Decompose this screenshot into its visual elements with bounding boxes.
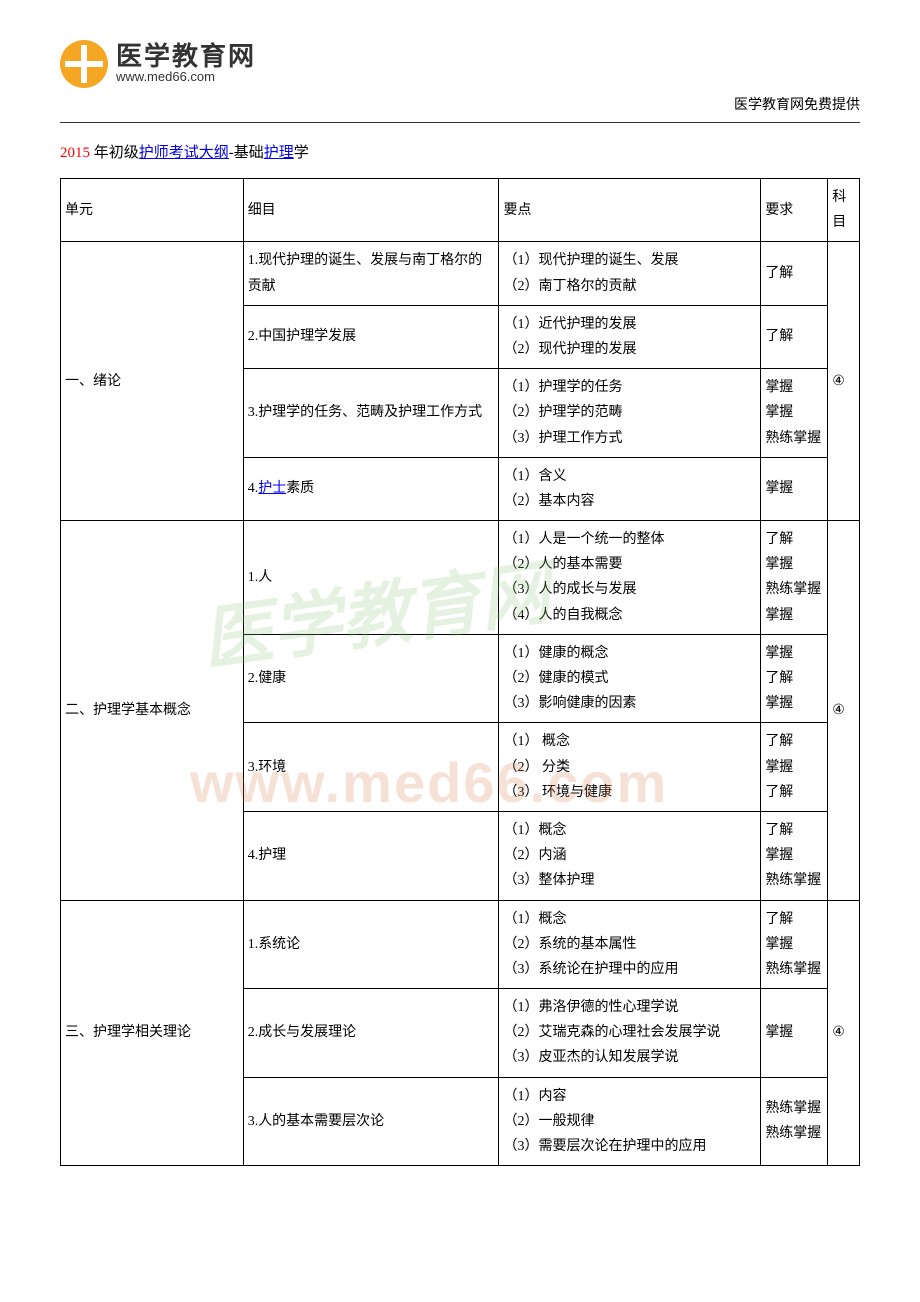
table-row: 三、护理学相关理论1.系统论（1）概念（2）系统的基本属性（3）系统论在护理中的… bbox=[61, 900, 860, 989]
title-link-2[interactable]: 护理 bbox=[264, 145, 294, 161]
detail-cell: 3.人的基本需要层次论 bbox=[243, 1077, 499, 1166]
point-cell: （1）护理学的任务（2）护理学的范畴（3）护理工作方式 bbox=[499, 369, 761, 458]
table-row: 一、绪论1.现代护理的诞生、发展与南丁格尔的贡献（1）现代护理的诞生、发展（2）… bbox=[61, 242, 860, 305]
detail-cell: 1.现代护理的诞生、发展与南丁格尔的贡献 bbox=[243, 242, 499, 305]
point-cell: （1）近代护理的发展（2）现代护理的发展 bbox=[499, 305, 761, 368]
point-cell: （1）内容（2）一般规律（3）需要层次论在护理中的应用 bbox=[499, 1077, 761, 1166]
req-cell: 了解掌握熟练掌握掌握 bbox=[761, 521, 828, 635]
logo-text-cn: 医学教育网 bbox=[116, 43, 256, 69]
point-cell: （1）健康的概念（2）健康的模式（3）影响健康的因素 bbox=[499, 634, 761, 723]
point-cell: （1）人是一个统一的整体（2）人的基本需要（3）人的成长与发展（4）人的自我概念 bbox=[499, 521, 761, 635]
req-cell: 了解掌握了解 bbox=[761, 723, 828, 812]
logo-text-en: www.med66.com bbox=[116, 69, 256, 85]
subject-cell: ④ bbox=[828, 900, 860, 1166]
unit-cell: 二、护理学基本概念 bbox=[61, 521, 244, 900]
subject-cell: ④ bbox=[828, 242, 860, 521]
title-mid: 年初级 bbox=[94, 145, 139, 161]
syllabus-table: 单元细目要点要求科目一、绪论1.现代护理的诞生、发展与南丁格尔的贡献（1）现代护… bbox=[60, 178, 860, 1166]
req-cell: 熟练掌握熟练掌握 bbox=[761, 1077, 828, 1166]
detail-link[interactable]: 护士 bbox=[258, 481, 286, 496]
th-point: 要点 bbox=[499, 179, 761, 242]
th-subject: 科目 bbox=[828, 179, 860, 242]
req-cell: 了解 bbox=[761, 305, 828, 368]
th-unit: 单元 bbox=[61, 179, 244, 242]
unit-cell: 三、护理学相关理论 bbox=[61, 900, 244, 1166]
detail-cell: 4.护理 bbox=[243, 811, 499, 900]
table-row: 二、护理学基本概念1.人（1）人是一个统一的整体（2）人的基本需要（3）人的成长… bbox=[61, 521, 860, 635]
th-req: 要求 bbox=[761, 179, 828, 242]
detail-cell: 2.成长与发展理论 bbox=[243, 989, 499, 1078]
detail-cell: 3.护理学的任务、范畴及护理工作方式 bbox=[243, 369, 499, 458]
point-cell: （1）现代护理的诞生、发展（2）南丁格尔的贡献 bbox=[499, 242, 761, 305]
req-cell: 掌握了解掌握 bbox=[761, 634, 828, 723]
point-cell: （1） 概念（2） 分类（3） 环境与健康 bbox=[499, 723, 761, 812]
detail-cell: 1.人 bbox=[243, 521, 499, 635]
req-cell: 掌握 bbox=[761, 457, 828, 520]
point-cell: （1）弗洛伊德的性心理学说（2）艾瑞克森的心理社会发展学说（3）皮亚杰的认知发展… bbox=[499, 989, 761, 1078]
unit-cell: 一、绪论 bbox=[61, 242, 244, 521]
req-cell: 掌握 bbox=[761, 989, 828, 1078]
detail-cell: 2.中国护理学发展 bbox=[243, 305, 499, 368]
detail-cell: 2.健康 bbox=[243, 634, 499, 723]
point-cell: （1）含义（2）基本内容 bbox=[499, 457, 761, 520]
th-detail: 细目 bbox=[243, 179, 499, 242]
title-link-1[interactable]: 护师考试大纲 bbox=[139, 145, 229, 161]
logo-icon bbox=[60, 40, 108, 88]
header-right-text: 医学教育网免费提供 bbox=[734, 94, 860, 114]
point-cell: （1）概念（2）系统的基本属性（3）系统论在护理中的应用 bbox=[499, 900, 761, 989]
title-prefix: 2015 bbox=[60, 145, 94, 161]
req-cell: 了解掌握熟练掌握 bbox=[761, 811, 828, 900]
detail-cell: 1.系统论 bbox=[243, 900, 499, 989]
point-cell: （1）概念（2）内涵（3）整体护理 bbox=[499, 811, 761, 900]
detail-cell: 3.环境 bbox=[243, 723, 499, 812]
subject-cell: ④ bbox=[828, 521, 860, 900]
header-divider bbox=[60, 122, 860, 123]
req-cell: 了解 bbox=[761, 242, 828, 305]
req-cell: 掌握掌握熟练掌握 bbox=[761, 369, 828, 458]
title-suffix: 学 bbox=[294, 145, 309, 161]
document-title: 2015 年初级护师考试大纲-基础护理学 bbox=[60, 141, 860, 162]
detail-cell: 4.护士素质 bbox=[243, 457, 499, 520]
title-dash: -基础 bbox=[229, 145, 264, 161]
req-cell: 了解掌握熟练掌握 bbox=[761, 900, 828, 989]
logo: 医学教育网 www.med66.com bbox=[60, 40, 860, 88]
